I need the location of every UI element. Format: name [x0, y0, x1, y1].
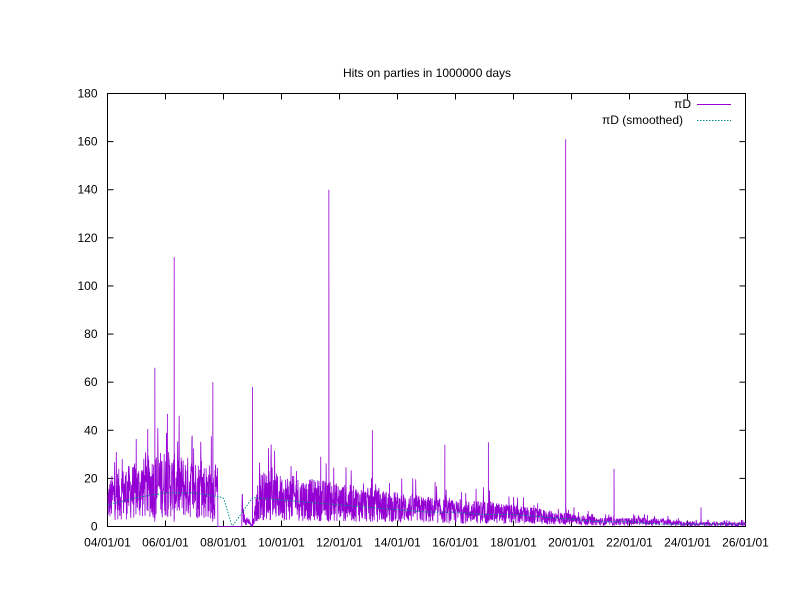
x-tick-label: 16/01/01: [432, 536, 479, 550]
y-tick-label: 20: [84, 471, 98, 485]
chart-title: Hits on parties in 1000000 days: [343, 66, 511, 80]
x-tick-label: 04/01/01: [84, 536, 131, 550]
y-tick-label: 0: [91, 520, 98, 534]
y-axis: 0 20 40 60 80 100 120 140 160 180: [77, 87, 746, 534]
y-tick-label: 40: [84, 423, 98, 437]
y-tick-label: 80: [84, 327, 98, 341]
y-tick-label: 60: [84, 375, 98, 389]
y-tick-label: 160: [77, 135, 97, 149]
x-tick-label: 14/01/01: [374, 536, 421, 550]
y-tick-label: 140: [77, 183, 97, 197]
x-tick-label: 06/01/01: [142, 536, 189, 550]
series-line-raw: [107, 139, 746, 528]
x-tick-label: 20/01/01: [548, 536, 595, 550]
x-tick-label: 12/01/01: [316, 536, 363, 550]
y-tick-label: 120: [77, 231, 97, 245]
x-tick-label: 24/01/01: [664, 536, 711, 550]
x-axis: 04/01/01 06/01/01 08/01/01 10/01/01 12/01/01…: [84, 93, 769, 550]
y-tick-label: 180: [77, 87, 97, 101]
plot-area: [107, 93, 746, 527]
x-tick-label: 08/01/01: [200, 536, 247, 550]
legend: πD πD (smoothed): [602, 97, 731, 127]
series-layer: [107, 139, 746, 528]
legend-label-raw: πD: [674, 97, 691, 111]
x-tick-label: 18/01/01: [490, 536, 537, 550]
x-tick-label: 26/01/01: [722, 536, 769, 550]
x-tick-label: 10/01/01: [258, 536, 305, 550]
x-tick-label: 22/01/01: [606, 536, 653, 550]
y-tick-label: 100: [77, 279, 97, 293]
legend-label-smoothed: πD (smoothed): [602, 113, 683, 127]
